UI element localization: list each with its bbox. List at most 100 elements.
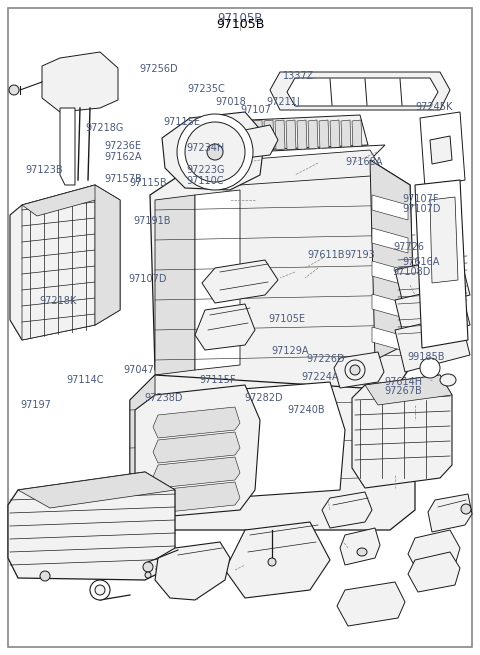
- Polygon shape: [275, 120, 285, 150]
- Ellipse shape: [90, 580, 110, 600]
- Polygon shape: [130, 375, 155, 530]
- Polygon shape: [153, 457, 240, 488]
- Text: 97616A: 97616A: [402, 257, 440, 267]
- Ellipse shape: [9, 85, 19, 95]
- Ellipse shape: [440, 374, 456, 386]
- Polygon shape: [372, 261, 408, 286]
- Text: 97611B: 97611B: [307, 250, 345, 260]
- Polygon shape: [10, 185, 120, 340]
- Text: 97129A: 97129A: [271, 346, 309, 356]
- Polygon shape: [8, 472, 175, 580]
- Ellipse shape: [145, 572, 151, 578]
- Ellipse shape: [345, 360, 365, 380]
- Ellipse shape: [177, 114, 253, 190]
- Polygon shape: [42, 52, 118, 112]
- Ellipse shape: [420, 358, 440, 378]
- Text: 97107D: 97107D: [129, 274, 167, 284]
- Text: 97018: 97018: [215, 97, 246, 107]
- Text: 97115B: 97115B: [130, 178, 167, 188]
- Text: 97115F: 97115F: [199, 375, 236, 384]
- Text: 97235C: 97235C: [187, 84, 225, 94]
- Text: 1337Z: 1337Z: [283, 71, 314, 81]
- Text: 97157B: 97157B: [105, 174, 143, 183]
- Polygon shape: [95, 185, 120, 325]
- Polygon shape: [319, 120, 329, 150]
- Polygon shape: [162, 112, 265, 190]
- Polygon shape: [372, 327, 408, 352]
- Text: 99185B: 99185B: [407, 352, 444, 362]
- Ellipse shape: [143, 562, 153, 572]
- Polygon shape: [130, 375, 415, 530]
- Text: 97110C: 97110C: [186, 176, 224, 185]
- Polygon shape: [352, 375, 452, 488]
- Polygon shape: [287, 78, 438, 106]
- Text: 97267B: 97267B: [384, 386, 422, 396]
- Polygon shape: [334, 352, 384, 388]
- Ellipse shape: [350, 365, 360, 375]
- Text: 97105B: 97105B: [216, 18, 264, 31]
- Text: 97123B: 97123B: [25, 165, 62, 175]
- Polygon shape: [225, 522, 330, 598]
- Ellipse shape: [207, 144, 223, 160]
- Polygon shape: [22, 185, 95, 340]
- Polygon shape: [428, 494, 472, 532]
- Text: 97107D: 97107D: [402, 204, 441, 214]
- Text: 97107F: 97107F: [402, 194, 439, 204]
- Polygon shape: [395, 315, 470, 372]
- Ellipse shape: [95, 585, 105, 595]
- Text: 97115E: 97115E: [163, 117, 200, 126]
- Text: 97614H: 97614H: [384, 377, 422, 386]
- Polygon shape: [22, 185, 110, 216]
- Polygon shape: [415, 180, 468, 348]
- Polygon shape: [240, 150, 385, 185]
- Text: 97218G: 97218G: [85, 123, 124, 133]
- Polygon shape: [408, 552, 460, 592]
- Text: 97224A: 97224A: [301, 372, 339, 382]
- Polygon shape: [370, 160, 415, 360]
- Polygon shape: [135, 385, 260, 518]
- Text: 97191B: 97191B: [133, 216, 171, 226]
- Text: 97162A: 97162A: [105, 152, 142, 162]
- Polygon shape: [195, 304, 255, 350]
- Polygon shape: [308, 120, 318, 150]
- Polygon shape: [372, 228, 408, 253]
- Polygon shape: [341, 120, 351, 150]
- Text: 97240B: 97240B: [287, 405, 324, 415]
- Ellipse shape: [185, 122, 245, 182]
- Polygon shape: [155, 195, 195, 375]
- Polygon shape: [212, 382, 345, 498]
- Polygon shape: [365, 375, 452, 405]
- Text: 97256D: 97256D: [139, 64, 178, 74]
- Polygon shape: [264, 120, 274, 150]
- Polygon shape: [395, 255, 470, 312]
- Text: 97245K: 97245K: [415, 102, 453, 111]
- Polygon shape: [297, 120, 307, 150]
- Polygon shape: [352, 120, 362, 150]
- Polygon shape: [250, 115, 368, 150]
- Text: 97234H: 97234H: [186, 143, 225, 153]
- Polygon shape: [430, 197, 458, 283]
- Ellipse shape: [268, 558, 276, 566]
- Polygon shape: [322, 492, 372, 528]
- Polygon shape: [60, 108, 75, 185]
- Polygon shape: [180, 145, 385, 175]
- Polygon shape: [153, 482, 240, 513]
- Polygon shape: [408, 530, 460, 572]
- Polygon shape: [150, 160, 415, 400]
- Polygon shape: [253, 120, 263, 150]
- Polygon shape: [237, 125, 278, 158]
- Text: 97236E: 97236E: [105, 141, 142, 151]
- Ellipse shape: [357, 548, 367, 556]
- Text: 97047: 97047: [124, 365, 155, 375]
- Ellipse shape: [40, 571, 50, 581]
- Text: 97105E: 97105E: [269, 314, 306, 324]
- Polygon shape: [153, 432, 240, 463]
- Polygon shape: [372, 294, 408, 319]
- Polygon shape: [195, 190, 240, 370]
- Text: 97282D: 97282D: [245, 393, 283, 403]
- Polygon shape: [270, 72, 450, 110]
- Ellipse shape: [461, 504, 471, 514]
- Text: 97218K: 97218K: [39, 296, 77, 306]
- Text: 97726: 97726: [394, 242, 425, 252]
- Polygon shape: [153, 407, 240, 438]
